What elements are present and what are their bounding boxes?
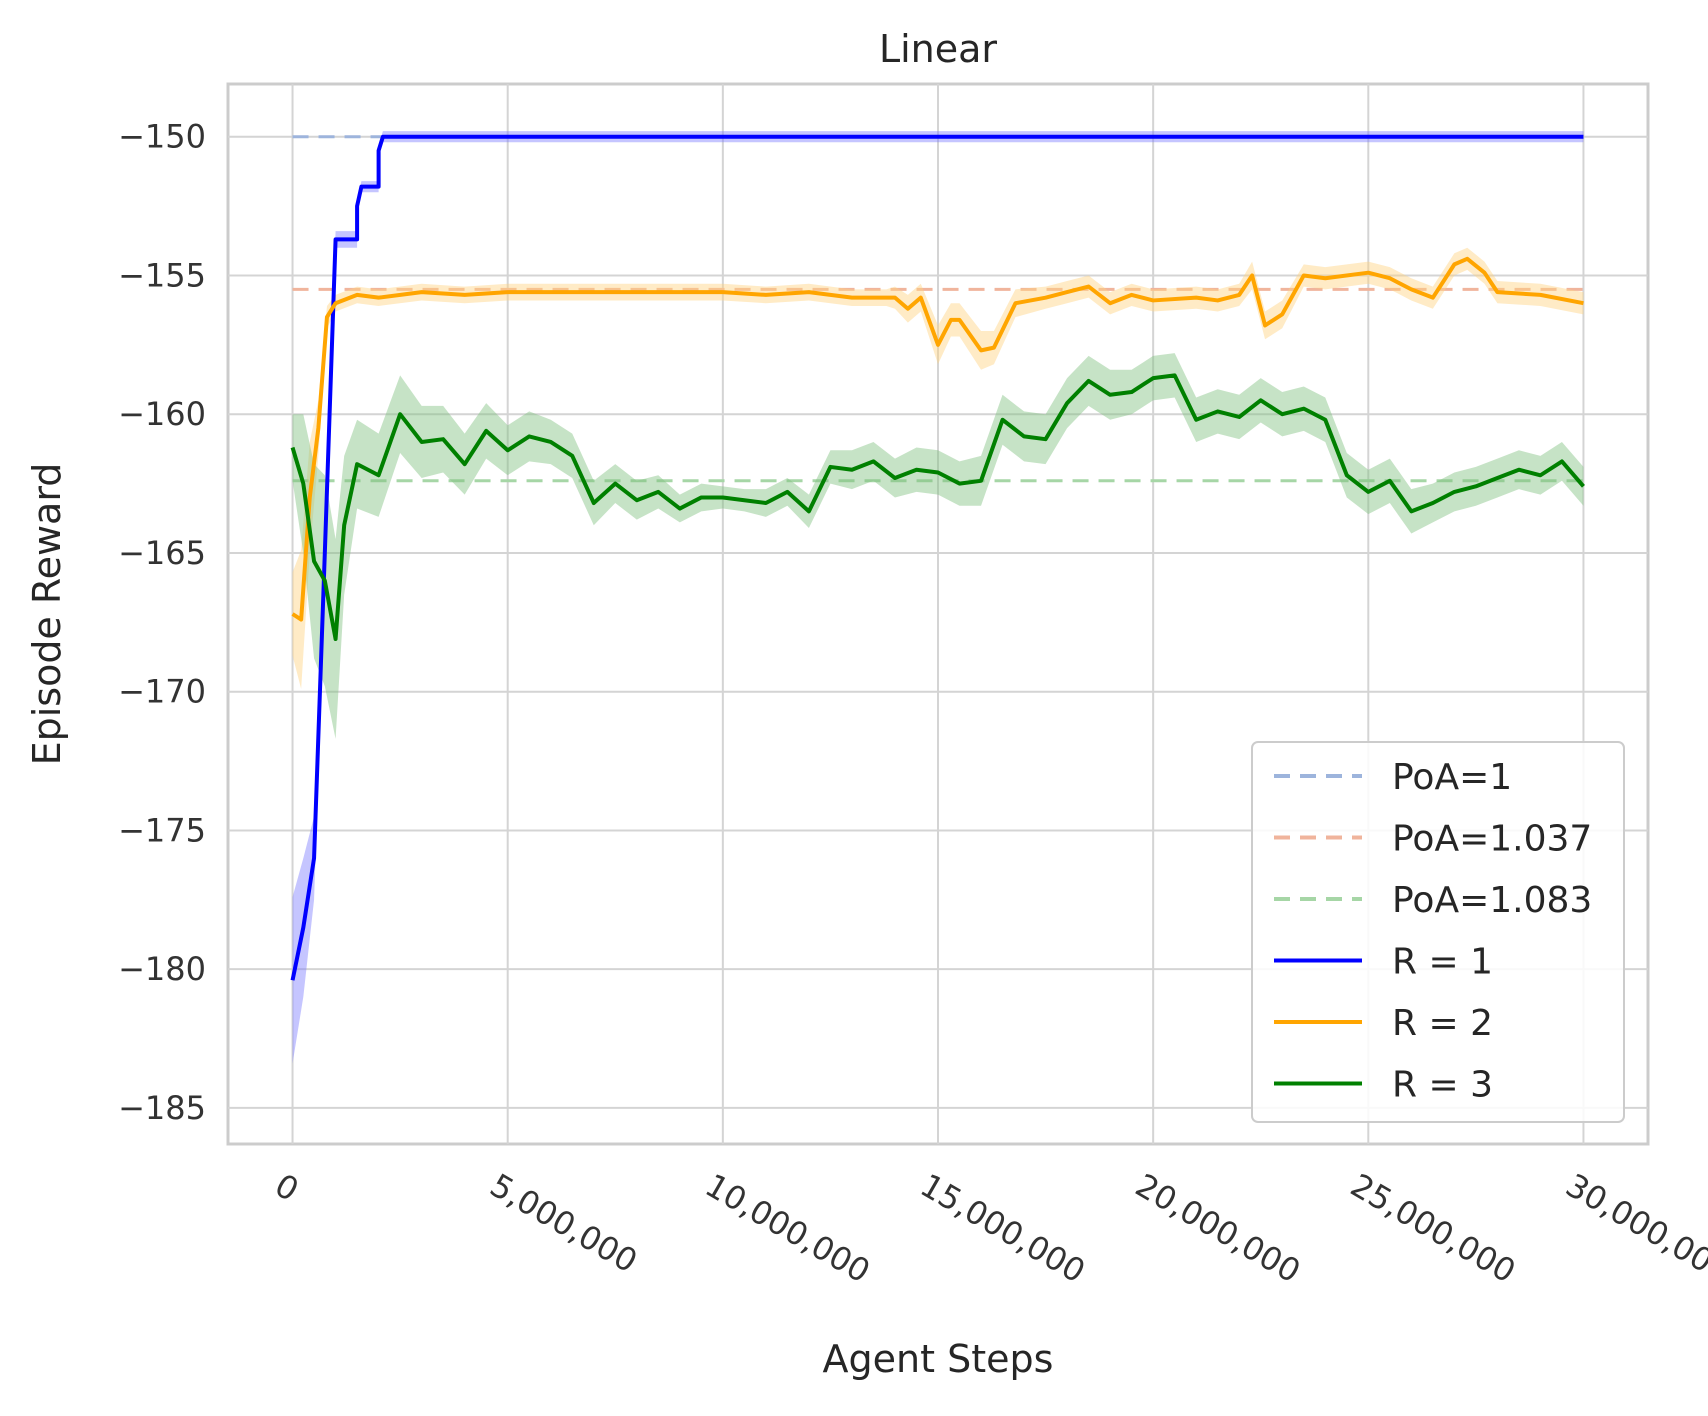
- legend-box: [1251, 741, 1625, 1123]
- legend: PoA=1 PoA=1.037 PoA=1.083 R = 1 R = 2 R = 3: [1251, 741, 1625, 1123]
- y-axis-label: Episode Reward: [25, 463, 69, 766]
- x-axis-label: Agent Steps: [823, 1337, 1054, 1381]
- series-line: [290, 134, 1584, 981]
- y-tick-label: −185: [118, 1089, 206, 1127]
- legend-label: PoA=1.037: [1392, 819, 1592, 860]
- legend-label: R = 2: [1392, 1003, 1493, 1044]
- chart-title: Linear: [879, 27, 997, 71]
- series-line: [290, 373, 1585, 641]
- y-tick-label: −155: [118, 256, 206, 294]
- y-tick-label: −165: [118, 534, 206, 572]
- legend-label: R = 3: [1392, 1065, 1493, 1106]
- y-tick-label: −180: [118, 950, 206, 988]
- y-tick-label: −175: [118, 811, 206, 849]
- legend-label: PoA=1: [1392, 757, 1512, 798]
- legend-label: R = 1: [1392, 942, 1493, 983]
- series-line: [291, 256, 1584, 622]
- y-tick-label: −160: [118, 395, 206, 433]
- y-axis-ticks: −150 −155 −160 −165 −170 −175 −180 −185: [118, 118, 206, 1127]
- grid-lines: [228, 84, 1648, 1144]
- legend-label: PoA=1.083: [1392, 880, 1592, 921]
- y-tick-label: −150: [118, 118, 206, 156]
- series-lines: [290, 134, 1585, 981]
- y-tick-label: −170: [118, 673, 206, 711]
